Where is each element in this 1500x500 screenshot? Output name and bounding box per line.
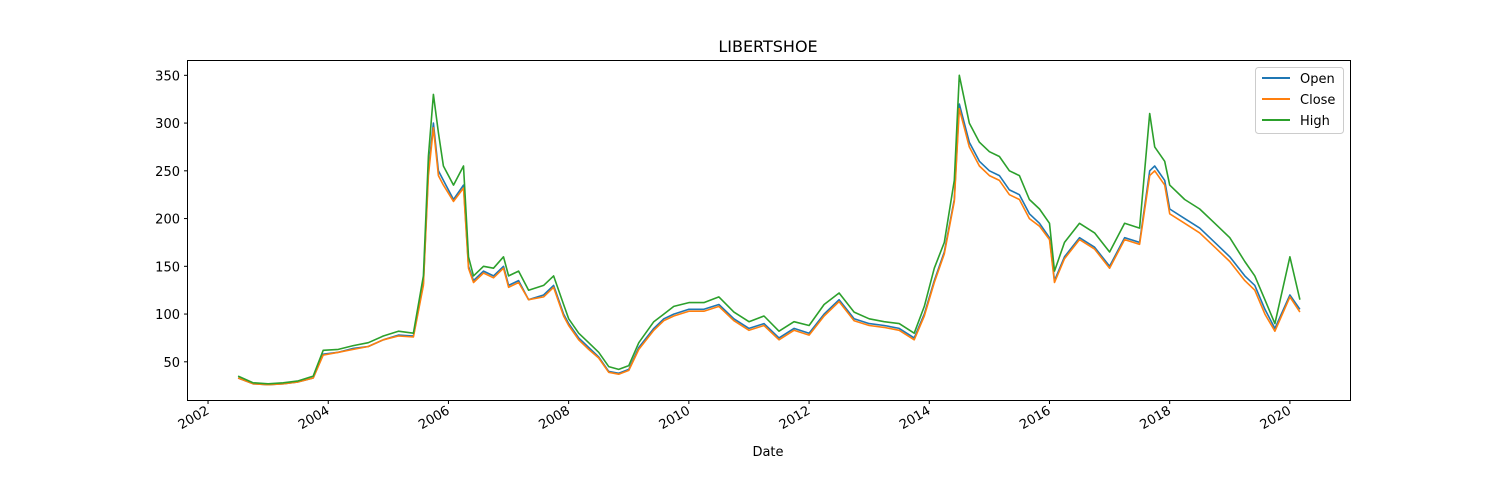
plot-frame — [187, 60, 1351, 401]
legend-label-open: Open — [1300, 72, 1335, 87]
legend: Open Close High — [1255, 67, 1344, 134]
legend-label-high: High — [1300, 114, 1330, 129]
legend-label-close: Close — [1300, 93, 1335, 108]
x-axis-label: Date — [752, 445, 783, 460]
y-tick-label: 50 — [163, 356, 180, 371]
series-line-close — [237, 107, 1301, 386]
y-tick-label: 350 — [155, 69, 180, 84]
series-line-high — [237, 74, 1301, 385]
series-lines — [237, 74, 1301, 386]
legend-box — [1255, 67, 1344, 134]
y-tick-label: 300 — [155, 117, 180, 132]
y-tick-label: 150 — [155, 260, 180, 275]
y-tick-label: 100 — [155, 308, 180, 323]
y-axis: 50 100 150 200 250 300 350 — [155, 69, 188, 371]
y-tick-label: 200 — [155, 213, 180, 228]
y-tick-label: 250 — [155, 165, 180, 180]
chart-title: LIBERTSHOE — [718, 37, 817, 56]
